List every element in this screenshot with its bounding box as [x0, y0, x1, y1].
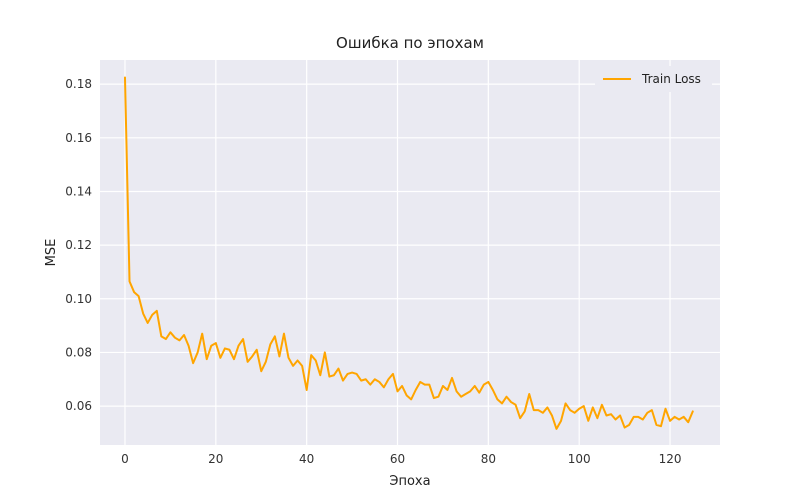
x-tick-label: 80 — [481, 452, 496, 466]
y-tick-label: 0.18 — [65, 77, 92, 91]
chart-title: Ошибка по эпохам — [336, 34, 484, 52]
y-tick-label: 0.16 — [65, 131, 92, 145]
x-tick-label: 0 — [121, 452, 129, 466]
x-tick-label: 40 — [299, 452, 314, 466]
x-tick-label: 60 — [390, 452, 405, 466]
x-tick-label: 120 — [659, 452, 682, 466]
series-line-train-loss — [123, 76, 694, 430]
y-tick-labels: 0.06 0.08 0.10 0.12 0.14 0.16 0.18 — [65, 77, 92, 413]
legend: Train Loss — [595, 66, 712, 92]
plot-area-background — [100, 60, 720, 445]
y-tick-label: 0.06 — [65, 399, 92, 413]
y-tick-label: 0.10 — [65, 292, 92, 306]
y-tick-label: 0.12 — [65, 238, 92, 252]
grid-lines — [100, 60, 720, 445]
legend-label-train-loss: Train Loss — [641, 72, 701, 86]
x-tick-label: 20 — [208, 452, 223, 466]
x-tick-label: 100 — [568, 452, 591, 466]
x-axis-label: Эпоха — [389, 474, 430, 489]
y-tick-label: 0.14 — [65, 184, 92, 198]
series-layer — [123, 76, 694, 430]
y-tick-label: 0.08 — [65, 345, 92, 359]
y-axis-label: MSE — [44, 239, 59, 267]
legend-box — [595, 66, 712, 92]
x-tick-labels: 0 20 40 60 80 100 120 — [121, 452, 681, 466]
